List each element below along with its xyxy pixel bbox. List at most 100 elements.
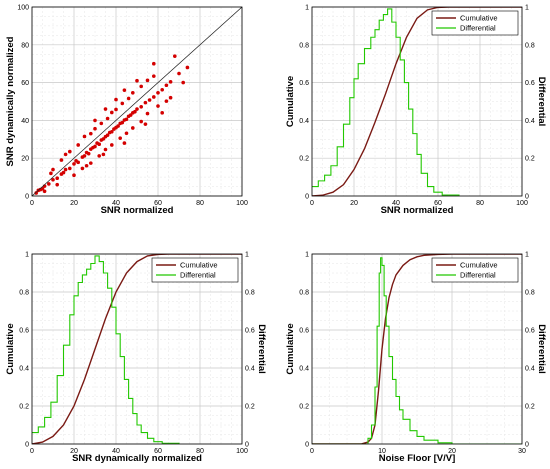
- y-tick-label: 1: [25, 252, 29, 259]
- differential-curve: [312, 257, 522, 444]
- legend-label-differential: Differential: [460, 24, 496, 33]
- scatter-point: [156, 91, 160, 95]
- y-tick-label-right: 0: [525, 442, 529, 449]
- scatter-point: [139, 84, 143, 89]
- scatter-point: [101, 152, 106, 157]
- y-tick-label: 1: [305, 252, 309, 259]
- y-tick-label-right: 0.2: [525, 404, 535, 411]
- scatter-point: [80, 166, 85, 171]
- y-tick-label: 0.8: [299, 290, 309, 297]
- scatter-point: [118, 136, 122, 140]
- differential-curve: [32, 255, 180, 444]
- scatter-point: [82, 154, 87, 158]
- scatter-point: [49, 171, 53, 176]
- x-tick-labels: 0 20 40 60 80 100: [30, 448, 248, 455]
- scatter-point: [93, 144, 97, 149]
- axes-frame: [31, 6, 243, 197]
- legend-label-differential: Differential: [180, 271, 216, 280]
- scatter-point: [51, 167, 55, 172]
- grid: [311, 253, 523, 445]
- scatter-point: [97, 142, 101, 147]
- x-tick-labels: 0 20 40 60 80 100: [30, 200, 248, 207]
- y-tick-label: 0.2: [299, 404, 309, 411]
- y-tick-label: 100: [17, 5, 29, 12]
- scatter-point: [131, 126, 135, 130]
- scatter-point: [152, 95, 156, 99]
- panel-noise-floor: 0 10 20 30 0 0.2 0.4 0.6 0.8 1 0 0.2 0.4…: [285, 252, 547, 465]
- x-tick-label: 100: [516, 200, 528, 207]
- scatter-point: [72, 173, 76, 178]
- y-tick-label: 0.8: [299, 42, 309, 49]
- y-tick-label-right: 0.8: [245, 290, 255, 297]
- y-tick-label: 80: [21, 42, 29, 49]
- y-tick-label: 0.2: [19, 404, 29, 411]
- x-tick-label: 0: [30, 200, 34, 207]
- scatter-point: [120, 101, 125, 106]
- x-tick-label: 80: [476, 200, 484, 207]
- x-tick-label: 0: [310, 448, 314, 455]
- y-axis-label-left: Cumulative: [5, 323, 16, 374]
- scatter-point: [34, 191, 38, 195]
- scatter-point: [110, 143, 114, 147]
- scatter-point: [120, 120, 125, 125]
- scatter-point: [89, 161, 93, 165]
- y-tick-label-right: 1: [525, 5, 529, 12]
- scatter-point: [124, 117, 129, 122]
- scatter-point: [181, 80, 185, 85]
- axes-frame: [31, 253, 243, 445]
- scatter-point: [103, 107, 108, 111]
- y-tick-label: 60: [21, 80, 29, 87]
- scatter-point: [72, 162, 76, 166]
- y-tick-label-right: 0.4: [245, 366, 255, 373]
- x-tick-label: 10: [378, 448, 386, 455]
- y-tick-label-right: 0: [525, 194, 529, 201]
- x-tick-label: 20: [70, 448, 78, 455]
- y-tick-label-right: 0.4: [525, 366, 535, 373]
- scatter-point: [114, 97, 118, 102]
- y-tick-label: 0.6: [19, 328, 29, 335]
- scatter-point: [76, 160, 80, 165]
- x-tick-label: 100: [236, 448, 248, 455]
- scatter-point: [133, 109, 137, 114]
- legend: Cumulative Differential: [151, 257, 239, 283]
- scatter-point: [177, 71, 181, 76]
- scatter-point: [168, 95, 173, 100]
- scatter-point: [122, 88, 127, 92]
- scatter-point: [152, 74, 156, 78]
- scatter-point: [131, 91, 135, 95]
- x-tick-label: 60: [154, 200, 162, 207]
- y-tick-label: 0.6: [299, 328, 309, 335]
- scatter-point: [40, 187, 45, 191]
- differential-curve: [312, 8, 460, 196]
- scatter-points: [34, 54, 190, 195]
- y-tick-label: 0.8: [19, 290, 29, 297]
- scatter-point: [42, 189, 47, 194]
- scatter-point: [86, 151, 91, 156]
- x-axis-label: Noise Floor [V/V]: [379, 453, 456, 464]
- panel-scatter: 0 20 40 60 80 100 0 20 40 60 80 100 SNR …: [5, 5, 248, 217]
- plot-area: [32, 7, 242, 196]
- scatter-point: [93, 118, 97, 123]
- scatter-point: [145, 78, 150, 83]
- x-axis-label: SNR normalized: [101, 205, 174, 216]
- x-tick-label: 80: [196, 448, 204, 455]
- scatter-point: [99, 121, 104, 126]
- scatter-point: [110, 110, 114, 115]
- legend-label-cumulative: Cumulative: [460, 261, 498, 270]
- y-tick-labels-right: 0 0.2 0.4 0.6 0.8 1: [245, 252, 255, 449]
- y-tick-label: 1: [305, 5, 309, 12]
- scatter-point: [168, 80, 173, 84]
- x-axis-label: SNR normalized: [381, 205, 454, 216]
- scatter-point: [47, 182, 51, 186]
- scatter-point: [126, 96, 131, 101]
- scatter-point: [143, 100, 148, 105]
- y-tick-label-right: 0.8: [525, 290, 535, 297]
- y-tick-label-right: 0.2: [245, 404, 255, 411]
- scatter-point: [135, 107, 139, 111]
- y-axis-label-left: Cumulative: [285, 76, 296, 127]
- axes-frame: [311, 253, 523, 445]
- y-tick-label-right: 0.8: [525, 42, 535, 49]
- x-tick-labels: 0 20 40 60 80 100: [310, 200, 528, 207]
- x-tick-label: 80: [196, 200, 204, 207]
- legend-label-cumulative: Cumulative: [180, 261, 218, 270]
